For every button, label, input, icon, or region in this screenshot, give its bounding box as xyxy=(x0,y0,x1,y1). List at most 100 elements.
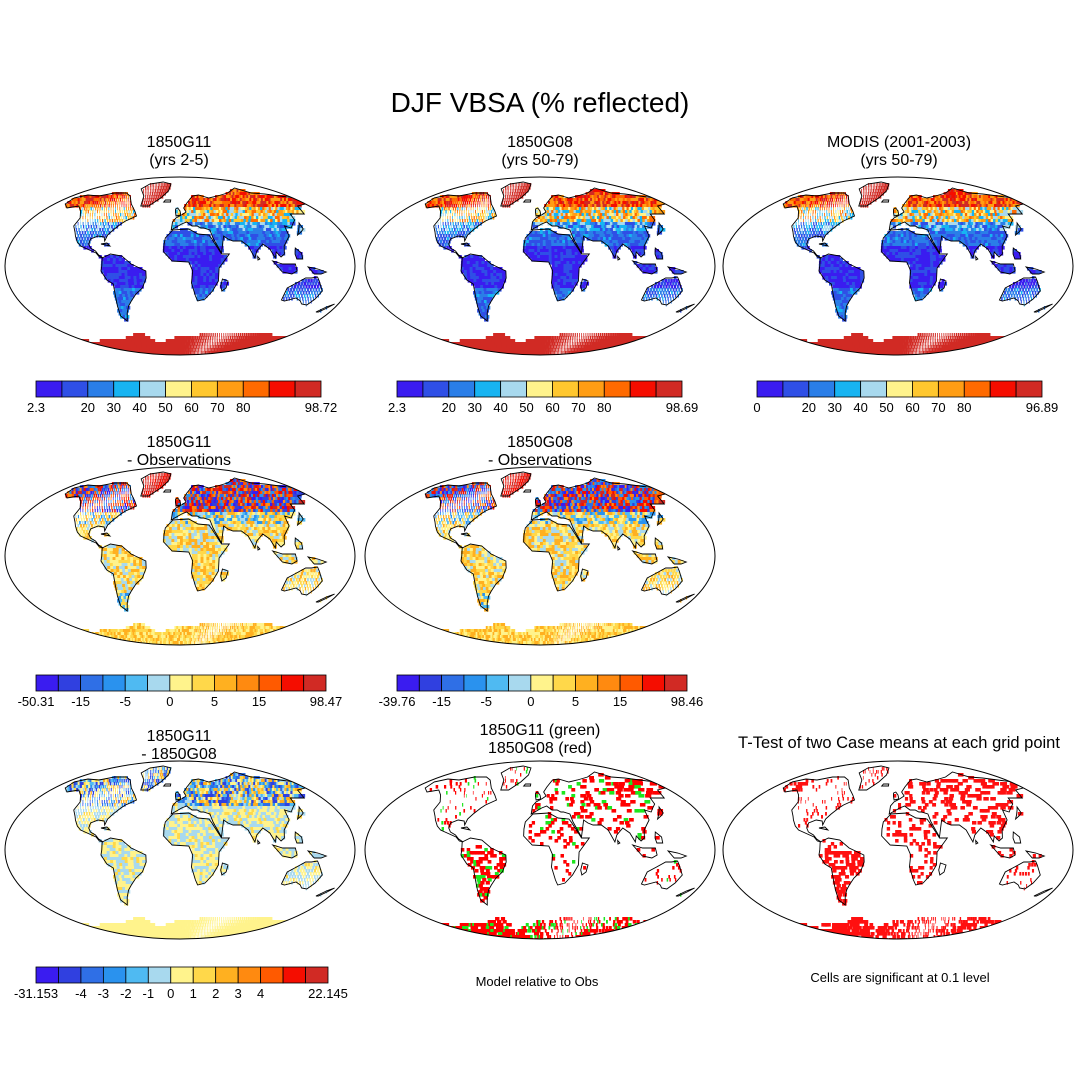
colorbar-tick-label: -50.31 xyxy=(17,694,55,709)
colorbar-swatch xyxy=(242,380,270,398)
colorbar-swatch xyxy=(35,966,59,984)
coastline-caribbean xyxy=(100,826,112,831)
coastline-png xyxy=(666,556,688,565)
coastline-sri xyxy=(617,255,621,261)
coastline-madag xyxy=(580,862,589,876)
coastline-nz xyxy=(675,593,695,603)
colorbar-swatch xyxy=(258,674,282,692)
panel-title-line1: 1850G11 xyxy=(146,728,212,745)
coastline-sri xyxy=(617,839,621,845)
colorbar-swatch xyxy=(860,380,887,398)
coastline-madag xyxy=(220,568,229,582)
coastline-indo xyxy=(271,844,298,859)
coastline-iceland xyxy=(162,199,172,203)
world-map xyxy=(4,176,356,356)
colorbar-swatch xyxy=(125,966,149,984)
coastline-nz xyxy=(675,887,695,897)
colorbar-tick-label: 80 xyxy=(236,400,251,415)
coastline-iceland xyxy=(162,783,172,787)
coastline-madag xyxy=(580,568,589,582)
colorbar-tick-label: 40 xyxy=(493,400,508,415)
coastline-sa xyxy=(100,253,147,322)
coastline-png xyxy=(666,266,688,275)
coastline-sa xyxy=(818,253,865,322)
coastline-sa xyxy=(100,837,147,906)
coastline-sri xyxy=(975,255,979,261)
coastline-sri xyxy=(975,839,979,845)
coastline-sri xyxy=(257,839,261,845)
coastline-nz xyxy=(315,887,335,897)
coastline-aus xyxy=(998,276,1041,306)
coastline-eur xyxy=(170,771,307,844)
colorbar-tick-label: 70 xyxy=(931,400,946,415)
coastline-greenland xyxy=(140,471,172,497)
colorbar-tick-label: 60 xyxy=(545,400,560,415)
panel-title-line1: 1850G11 xyxy=(146,134,212,151)
coastline-na xyxy=(424,776,498,843)
colorbar-tick-label: 98.47 xyxy=(309,694,343,709)
panel-title-line1: 1850G11 xyxy=(146,434,212,451)
coastline-sa xyxy=(460,543,507,612)
colorbar-swatch xyxy=(989,380,1017,398)
coastline-iceland xyxy=(162,489,172,493)
colorbar-tick-label: 70 xyxy=(210,400,225,415)
colorbar-swatch xyxy=(303,674,327,692)
colorbar-tick-label: -31.153 xyxy=(13,986,59,1001)
coastline-aus xyxy=(280,860,323,890)
colorbar-swatch xyxy=(170,966,194,984)
coastline-madag xyxy=(938,278,947,292)
colorbar-swatch xyxy=(294,380,322,398)
colorbar-tick-label: -4 xyxy=(75,986,87,1001)
colorbar-swatch xyxy=(530,674,554,692)
colorbar-swatch xyxy=(124,674,148,692)
colorbar-tick-label: -3 xyxy=(97,986,110,1001)
coastline-sri xyxy=(617,545,621,551)
figure-title: DJF VBSA (% reflected) xyxy=(390,87,690,118)
coastline-japan xyxy=(296,221,304,237)
colorbar-swatch xyxy=(756,380,784,398)
colorbar-swatch xyxy=(80,674,104,692)
coastline-philippines xyxy=(654,247,664,260)
coastline-sa xyxy=(100,543,147,612)
panel-title-line2: (yrs 50-79) xyxy=(501,152,579,169)
colorbar xyxy=(396,380,683,398)
colorbar-swatch xyxy=(629,380,657,398)
coastline-uk xyxy=(174,791,182,801)
colorbar-swatch xyxy=(619,674,643,692)
colorbar-tick-label: 98.69 xyxy=(665,400,699,415)
colorbar-swatch xyxy=(463,674,487,692)
coastline-af xyxy=(163,228,231,302)
colorbar-tick-label: 40 xyxy=(853,400,868,415)
coastline-philippines xyxy=(1012,247,1022,260)
panel-title-line1: MODIS (2001-2003) xyxy=(826,134,972,151)
colorbar-swatch xyxy=(147,966,172,984)
coastline-af xyxy=(163,518,231,592)
panel-1850g08-abs: 1850G08 (yrs 50-79) xyxy=(361,134,719,170)
colorbar-swatch xyxy=(214,674,238,692)
colorbar-swatch xyxy=(260,966,284,984)
map-border xyxy=(4,760,356,940)
coastline-iceland xyxy=(880,783,890,787)
map-border xyxy=(722,760,1074,940)
coastline-eur xyxy=(170,187,307,260)
coastline-na xyxy=(424,482,498,549)
coastline-indo xyxy=(271,550,298,565)
colorbar-swatch xyxy=(886,380,913,398)
colorbar-tick-label: 2.3 xyxy=(26,400,46,415)
coastline-caribbean xyxy=(818,826,830,831)
coastline-indo xyxy=(631,844,658,859)
coastline-na xyxy=(424,192,498,259)
map-border xyxy=(4,466,356,646)
coastline-uk xyxy=(534,791,542,801)
colorbar-tick-label: 30 xyxy=(106,400,121,415)
colorbar-swatch xyxy=(474,380,502,398)
world-map xyxy=(722,760,1074,940)
coastline-nz xyxy=(675,303,695,313)
colorbar-swatch xyxy=(169,674,193,692)
colorbar-tick-label: -1 xyxy=(142,986,155,1001)
coastline-aus xyxy=(640,276,683,306)
coastline-madag xyxy=(580,278,589,292)
colorbar-swatch xyxy=(57,674,82,692)
panel-title-line2: - Observations xyxy=(126,452,232,469)
coastline-eur xyxy=(170,477,307,550)
